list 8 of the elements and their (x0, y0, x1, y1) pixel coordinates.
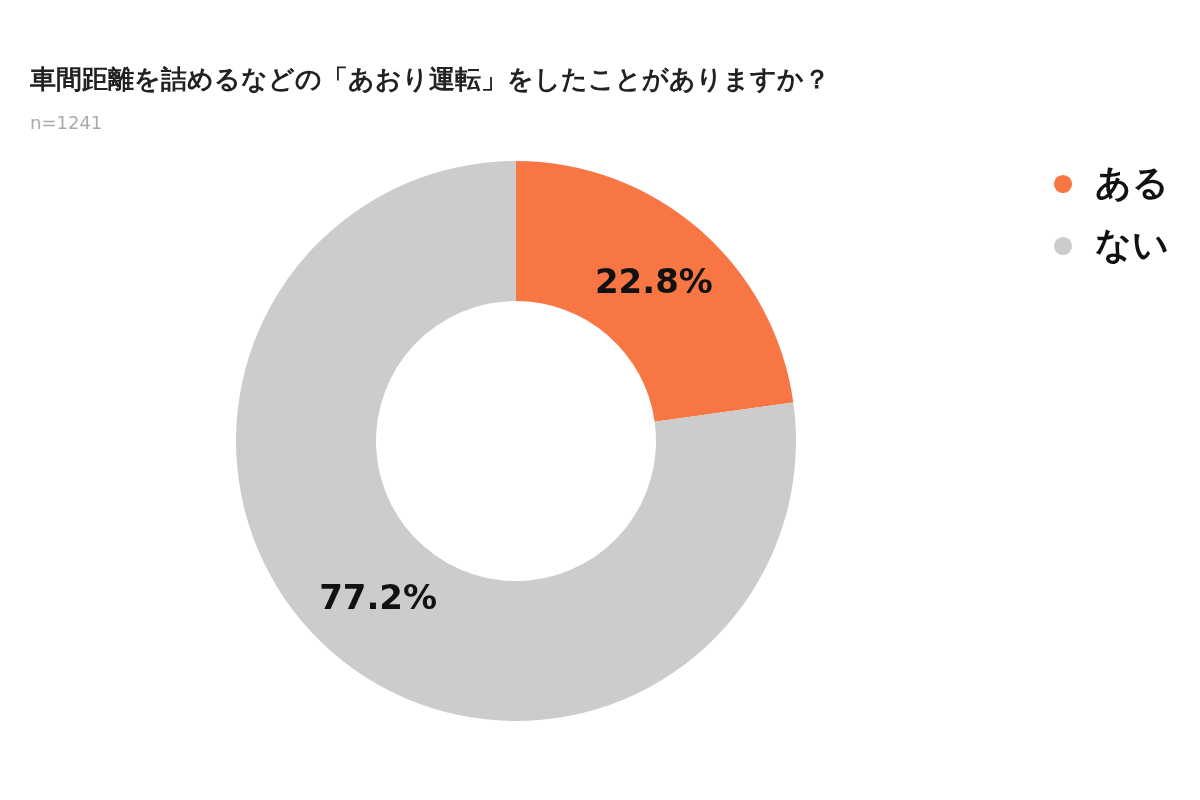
legend-label: ない (1095, 224, 1169, 265)
chart-title: 車間距離を詰めるなどの「あおり運転」をしたことがありますか？ (29, 64, 830, 94)
text: n=1241 (30, 112, 103, 133)
legend-label: ある (1095, 162, 1169, 203)
data-label: 22.8% (594, 260, 713, 301)
donut-slice (516, 161, 794, 422)
data-label: 77.2% (319, 577, 438, 618)
donut-slice (236, 161, 796, 721)
